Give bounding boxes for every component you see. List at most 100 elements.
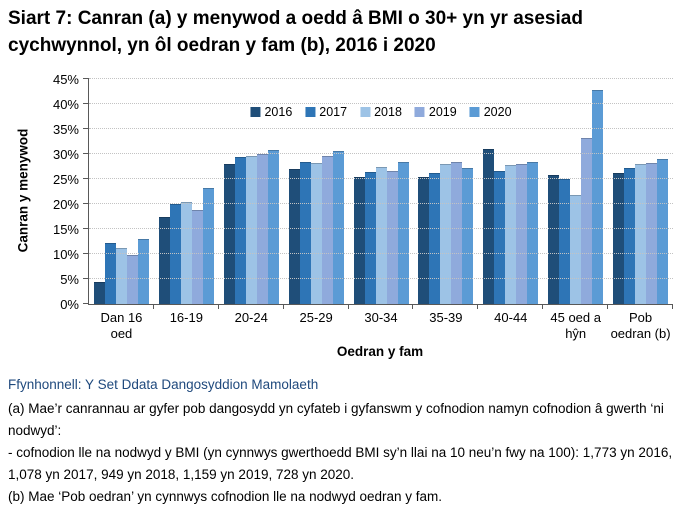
y-axis-tick [83,103,89,104]
bar [386,171,398,304]
y-axis-title: Canran y menywod [15,128,31,253]
bar [635,163,647,304]
bar-group [543,79,608,304]
bar [440,163,452,304]
y-tick-label: 5% [60,272,79,287]
legend-swatch [305,107,316,117]
y-tick-label: 25% [52,172,79,187]
gridline [89,78,673,79]
y-tick-label: 0% [60,297,79,312]
bar [462,167,474,304]
bar-groups-container [89,79,673,304]
legend-label: 2020 [483,105,512,119]
bar [126,255,138,304]
x-tick [284,304,349,309]
legend-swatch [250,107,261,117]
bar [245,156,257,304]
legend-item: 2018 [360,105,402,119]
bar [191,209,203,304]
x-category-label: 16-19 [169,310,203,325]
bar [548,175,560,304]
legend-item: 2019 [414,105,457,119]
y-tick-label: 35% [52,122,79,137]
bar-group [154,79,219,304]
bar [581,137,593,304]
bar-group [608,79,673,304]
bar [169,204,181,304]
bar [451,162,463,304]
bar [516,163,528,304]
gridline [89,203,673,204]
bar [624,167,636,304]
x-tick [608,304,674,309]
y-tick-label: 45% [52,72,79,87]
y-tick-label: 40% [52,97,79,112]
bar [180,201,192,304]
bar [353,176,365,304]
bar [104,243,116,304]
legend-item: 2017 [305,105,347,119]
gridline [89,253,673,254]
gridline [89,153,673,154]
legend: 2016 2017 2018 2019 2020 [250,105,512,119]
x-axis-ticks [89,304,674,309]
legend-label: 2019 [428,105,457,119]
y-axis-tick [83,278,89,279]
bar [375,167,387,304]
bar [364,172,376,304]
bar [527,161,539,304]
bar [418,177,430,304]
bar [592,90,604,304]
legend-swatch [414,107,425,117]
y-axis-tick [83,203,89,204]
footnote-b: (b) Mae ‘Pob oedran’ yn cynnwys cofnodio… [8,489,442,504]
x-tick [349,304,414,309]
y-tick-label: 20% [52,197,79,212]
bar [223,164,235,304]
bar [321,156,333,304]
gridline [89,178,673,179]
footnotes: (a) Mae’r canrannau ar gyfer pob dangosy… [8,398,674,508]
x-category-label: 25-29 [299,310,333,325]
bar [93,281,105,304]
x-category-label: 45 oed a hŷn [550,310,601,341]
y-axis-tick [83,228,89,229]
footnote-a-detail: - cofnodion lle na nodwyd y BMI (yn cynn… [8,445,673,482]
bar-group [478,79,543,304]
legend-item: 2020 [469,105,512,119]
bar [397,161,409,304]
bar [158,216,170,304]
bar [483,148,495,304]
bar [267,150,279,304]
x-category-label: 20-24 [234,310,268,325]
bar-group [349,79,414,304]
x-tick [219,304,284,309]
page-title: Siart 7: Canran (a) y menywod a oedd â B… [8,8,583,56]
bar-group [413,79,478,304]
gridline [89,278,673,279]
bar [657,158,669,304]
x-category-label: 35-39 [429,310,463,325]
legend-label: 2017 [319,105,348,119]
y-axis-tick [83,178,89,179]
legend-swatch [360,107,371,117]
x-tick [413,304,479,309]
bar [299,161,311,304]
bar [429,172,441,304]
x-axis-title: Oedran y fam [336,344,424,359]
x-tick [154,304,219,309]
bar [137,239,149,304]
legend-label: 2018 [374,105,402,119]
x-category-label: Pob oedran (b) [610,310,671,341]
x-category-label: 30-34 [364,310,398,325]
plot-area: 2016 2017 2018 2019 2020 Dan 16 oed 16-19 20-2… [53,72,674,341]
bar [559,179,571,304]
y-axis-tick [83,78,89,79]
bar-group [89,79,154,304]
y-axis-tick [83,153,89,154]
y-axis-tick [83,253,89,254]
bar [332,151,344,304]
bar [310,163,322,304]
bar [234,157,246,304]
